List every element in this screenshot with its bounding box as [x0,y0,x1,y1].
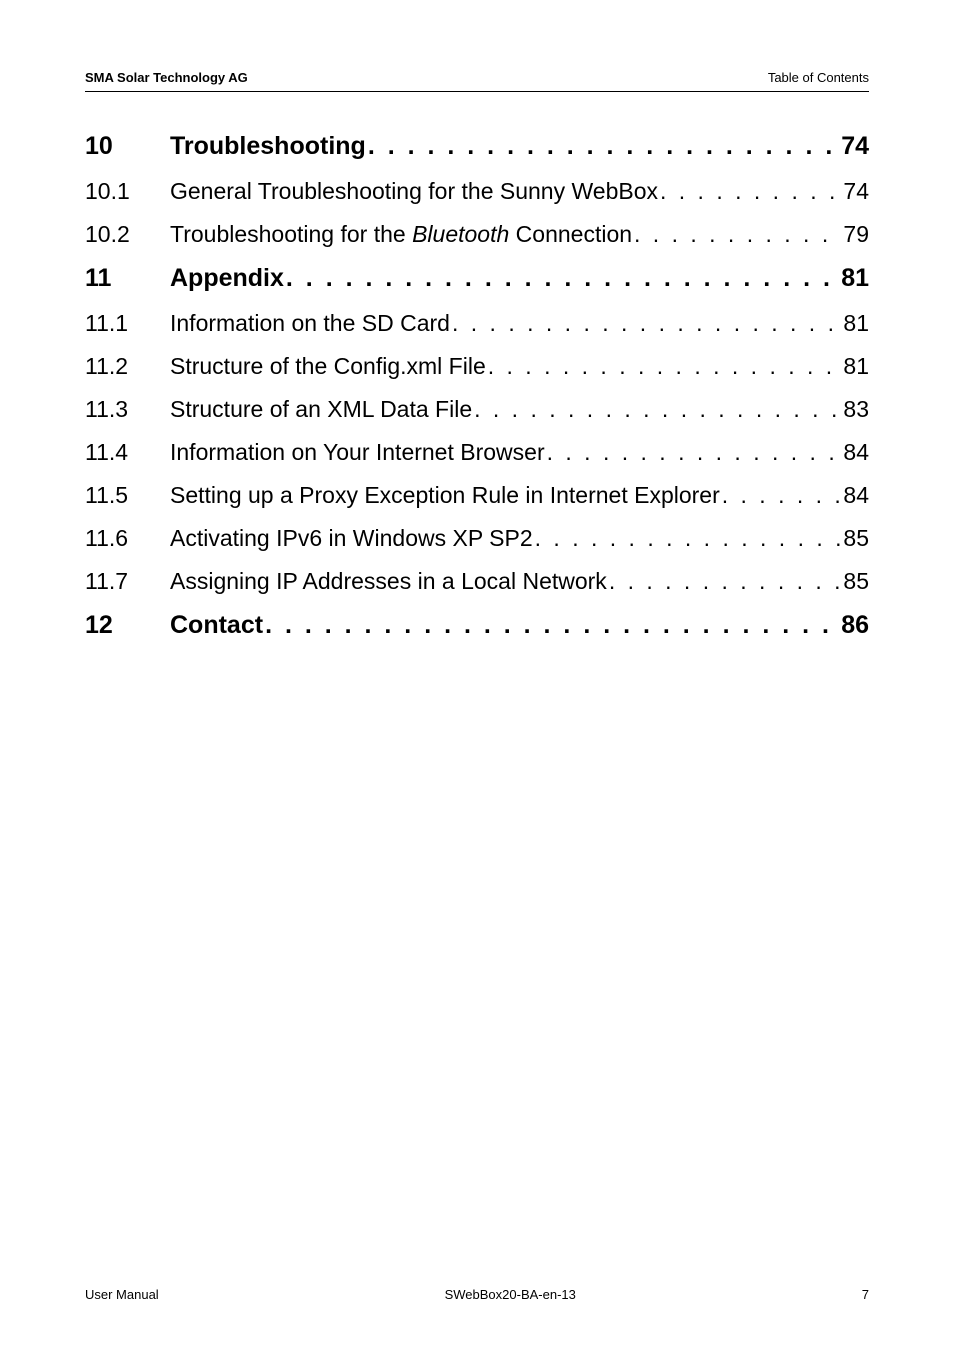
toc-entry: 11.6 Activating IPv6 in Windows XP SP2 8… [85,523,869,554]
toc-leader [607,566,842,597]
toc-line: Troubleshooting 74 [170,130,869,164]
toc-page: 85 [841,566,869,597]
toc-line: Appendix 81 [170,262,869,296]
toc-line: Structure of the Config.xml File 81 [170,351,869,382]
page-header: SMA Solar Technology AG Table of Content… [85,70,869,85]
toc-page: 81 [841,351,869,382]
footer-center: SWebBox20-BA-en-13 [445,1287,576,1302]
toc-line: Information on the SD Card 81 [170,308,869,339]
toc-entry: 11.2 Structure of the Config.xml File 81 [85,351,869,382]
toc-entry: 11.7 Assigning IP Addresses in a Local N… [85,566,869,597]
toc-number: 10 [85,130,170,164]
toc-title: General Troubleshooting for the Sunny We… [170,176,658,207]
toc-title: Troubleshooting [170,130,366,164]
toc-number: 11 [85,262,170,296]
toc-leader [472,394,841,425]
page-footer: User Manual SWebBox20-BA-en-13 7 [85,1287,869,1302]
toc-entry: 11.5 Setting up a Proxy Exception Rule i… [85,480,869,511]
toc-line: Contact 86 [170,609,869,643]
toc-page: 86 [839,609,869,643]
toc-title: Structure of the Config.xml File [170,351,486,382]
toc-line: Activating IPv6 in Windows XP SP2 85 [170,523,869,554]
toc-line: General Troubleshooting for the Sunny We… [170,176,869,207]
page: SMA Solar Technology AG Table of Content… [0,0,954,1352]
toc-title-pre: Troubleshooting for the [170,221,412,247]
toc-entry: 11.3 Structure of an XML Data File 83 [85,394,869,425]
toc-page: 84 [841,480,869,511]
toc-line: Setting up a Proxy Exception Rule in Int… [170,480,869,511]
toc-page: 79 [841,219,869,250]
toc-title: Information on Your Internet Browser [170,437,545,468]
toc-page: 84 [841,437,869,468]
header-section: Table of Contents [768,70,869,85]
toc-page: 83 [841,394,869,425]
toc-title: Troubleshooting for the Bluetooth Connec… [170,219,632,250]
toc-title: Structure of an XML Data File [170,394,472,425]
toc-title: Appendix [170,262,284,296]
toc-leader [450,308,841,339]
toc-number: 10.2 [85,219,170,250]
header-company: SMA Solar Technology AG [85,70,248,85]
toc-page: 85 [841,523,869,554]
toc-number: 11.7 [85,566,170,597]
toc-title: Activating IPv6 in Windows XP SP2 [170,523,533,554]
table-of-contents: 10 Troubleshooting 74 10.1 General Troub… [85,130,869,643]
toc-title-post: Connection [509,221,632,247]
toc-number: 12 [85,609,170,643]
toc-line: Information on Your Internet Browser 84 [170,437,869,468]
toc-number: 11.1 [85,308,170,339]
toc-page: 74 [841,176,869,207]
toc-title: Assigning IP Addresses in a Local Networ… [170,566,607,597]
footer-left: User Manual [85,1287,159,1302]
toc-leader [533,523,842,554]
toc-number: 10.1 [85,176,170,207]
toc-entry: 12 Contact 86 [85,609,869,643]
toc-entry: 10 Troubleshooting 74 [85,130,869,164]
toc-entry: 10.1 General Troubleshooting for the Sun… [85,176,869,207]
toc-leader [720,480,842,511]
toc-entry: 11.1 Information on the SD Card 81 [85,308,869,339]
toc-entry: 10.2 Troubleshooting for the Bluetooth C… [85,219,869,250]
toc-leader [284,262,839,296]
header-rule [85,91,869,92]
toc-leader [632,219,841,250]
toc-number: 11.4 [85,437,170,468]
toc-page: 81 [841,308,869,339]
toc-number: 11.3 [85,394,170,425]
toc-entry: 11.4 Information on Your Internet Browse… [85,437,869,468]
toc-line: Assigning IP Addresses in a Local Networ… [170,566,869,597]
toc-leader [263,609,839,643]
toc-number: 11.6 [85,523,170,554]
toc-line: Structure of an XML Data File 83 [170,394,869,425]
toc-leader [366,130,839,164]
toc-number: 11.5 [85,480,170,511]
toc-line: Troubleshooting for the Bluetooth Connec… [170,219,869,250]
toc-number: 11.2 [85,351,170,382]
toc-title: Information on the SD Card [170,308,450,339]
toc-title: Setting up a Proxy Exception Rule in Int… [170,480,720,511]
toc-leader [545,437,842,468]
footer-page-number: 7 [862,1287,869,1302]
toc-leader [658,176,841,207]
toc-page: 74 [839,130,869,164]
toc-title: Contact [170,609,263,643]
toc-page: 81 [839,262,869,296]
toc-title-italic: Bluetooth [412,221,509,247]
toc-leader [486,351,842,382]
toc-entry: 11 Appendix 81 [85,262,869,296]
